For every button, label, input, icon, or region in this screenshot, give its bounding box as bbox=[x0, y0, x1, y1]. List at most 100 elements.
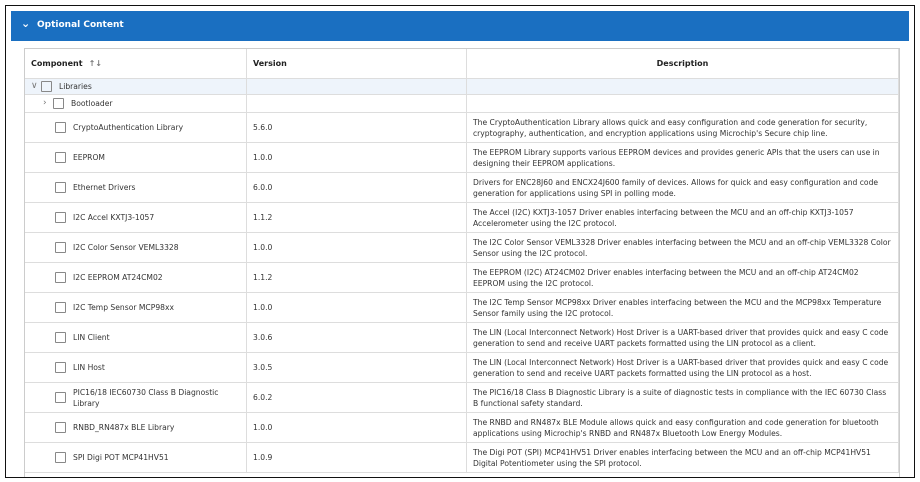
version-cell: 1.0.0 bbox=[247, 413, 467, 443]
description-text: The I2C Temp Sensor MCP98xx Driver enabl… bbox=[473, 297, 882, 318]
component-cell: I2C Color Sensor VEML3328 bbox=[25, 233, 247, 263]
description-cell bbox=[467, 79, 899, 95]
component-cell: RNBD_RN487x BLE Library bbox=[25, 413, 247, 443]
description-text: The PIC16/18 Class B Diagnostic Library … bbox=[473, 387, 887, 408]
description-cell bbox=[467, 95, 899, 113]
description-text: The Accel (I2C) KXTJ3-1057 Driver enable… bbox=[473, 207, 854, 228]
description-cell: The LIN (Local Interconnect Network) Hos… bbox=[467, 323, 899, 353]
checkbox[interactable] bbox=[55, 212, 66, 223]
checkbox[interactable] bbox=[53, 98, 64, 109]
checkbox[interactable] bbox=[55, 272, 66, 283]
component-name: LIN Host bbox=[73, 363, 105, 372]
checkbox[interactable] bbox=[55, 392, 66, 403]
version-text: 1.0.9 bbox=[253, 453, 273, 462]
component-name: I2C EEPROM AT24CM02 bbox=[73, 273, 163, 282]
column-header[interactable]: Description bbox=[467, 49, 899, 79]
component-name: I2C Color Sensor VEML3328 bbox=[73, 243, 179, 252]
version-text: 1.1.2 bbox=[253, 213, 273, 222]
checkbox[interactable] bbox=[55, 422, 66, 433]
component-name: PIC16/18 IEC60730 Class B Diagnostic Lib… bbox=[73, 387, 219, 408]
column-header-label: Version bbox=[253, 59, 287, 68]
component-cell: › Bootloader bbox=[25, 95, 247, 113]
expand-toggle[interactable]: ∨ bbox=[31, 81, 38, 91]
component-name: SPI Digi POT MCP41HV51 bbox=[73, 453, 169, 462]
version-cell: 3.0.6 bbox=[247, 323, 467, 353]
description-cell: The I2C Temp Sensor MCP98xx Driver enabl… bbox=[467, 293, 899, 323]
version-cell: 1.1.2 bbox=[247, 263, 467, 293]
sort-icon[interactable]: ↑↓ bbox=[88, 59, 102, 68]
description-text: The EEPROM Library supports various EEPR… bbox=[473, 147, 880, 168]
version-text: 6.0.0 bbox=[253, 183, 273, 192]
description-text: Drivers for ENC28J60 and ENCX24J600 fami… bbox=[473, 177, 879, 198]
component-table: Component ↑↓ Version Description ∨ Libraries… bbox=[24, 48, 900, 477]
section-title: Optional Content bbox=[37, 20, 124, 30]
description-text: The LIN (Local Interconnect Network) Hos… bbox=[473, 327, 889, 348]
description-cell: The LIN (Local Interconnect Network) Hos… bbox=[467, 353, 899, 383]
column-header-label: Component bbox=[31, 59, 83, 68]
component-cell: CryptoAuthentication Library bbox=[25, 113, 247, 143]
component-cell: I2C EEPROM AT24CM02 bbox=[25, 263, 247, 293]
component-name: Ethernet Drivers bbox=[73, 183, 136, 192]
version-text: 6.0.2 bbox=[253, 393, 273, 402]
component-name: CryptoAuthentication Library bbox=[73, 123, 184, 132]
checkbox[interactable] bbox=[55, 152, 66, 163]
component-cell: I2C Temp Sensor MCP98xx bbox=[25, 293, 247, 323]
component-name: I2C Accel KXTJ3-1057 bbox=[73, 213, 155, 222]
section-header[interactable]: ⌄ Optional Content bbox=[11, 11, 909, 41]
description-cell: The PIC16/18 Class B Diagnostic Library … bbox=[467, 383, 899, 413]
checkbox[interactable] bbox=[55, 452, 66, 463]
description-cell: The I2C Color Sensor VEML3328 Driver ena… bbox=[467, 233, 899, 263]
version-cell: 1.1.2 bbox=[247, 203, 467, 233]
component-cell: SPI Digi POT MCP41HV51 bbox=[25, 443, 247, 473]
component-cell: ∨ Libraries bbox=[25, 79, 247, 95]
component-cell: PIC16/18 IEC60730 Class B Diagnostic Lib… bbox=[25, 383, 247, 413]
component-name: EEPROM bbox=[73, 153, 105, 162]
version-text: 1.0.0 bbox=[253, 243, 273, 252]
version-text: 5.6.0 bbox=[253, 123, 273, 132]
version-cell bbox=[247, 95, 467, 113]
version-text: 3.0.5 bbox=[253, 363, 273, 372]
component-name: RNBD_RN487x BLE Library bbox=[73, 423, 175, 432]
component-name: Bootloader bbox=[71, 99, 113, 108]
description-cell: Drivers for ENC28J60 and ENCX24J600 fami… bbox=[467, 173, 899, 203]
column-header[interactable]: Component ↑↓ bbox=[25, 49, 247, 79]
description-cell: The EEPROM Library supports various EEPR… bbox=[467, 143, 899, 173]
description-cell: The EEPROM (I2C) AT24CM02 Driver enables… bbox=[467, 263, 899, 293]
component-cell: LIN Host bbox=[25, 353, 247, 383]
description-cell: The Accel (I2C) KXTJ3-1057 Driver enable… bbox=[467, 203, 899, 233]
version-cell bbox=[247, 79, 467, 95]
version-cell: 6.0.0 bbox=[247, 173, 467, 203]
version-text: 1.0.0 bbox=[253, 153, 273, 162]
description-text: The CryptoAuthentication Library allows … bbox=[473, 117, 868, 138]
version-text: 1.1.2 bbox=[253, 273, 273, 282]
checkbox[interactable] bbox=[55, 182, 66, 193]
checkbox[interactable] bbox=[55, 242, 66, 253]
column-header[interactable]: Version bbox=[247, 49, 467, 79]
description-text: The EEPROM (I2C) AT24CM02 Driver enables… bbox=[473, 267, 859, 288]
column-header-label: Description bbox=[656, 59, 709, 68]
component-name: LIN Client bbox=[73, 333, 110, 342]
version-cell: 1.0.0 bbox=[247, 233, 467, 263]
version-cell: 5.6.0 bbox=[247, 113, 467, 143]
description-text: The I2C Color Sensor VEML3328 Driver ena… bbox=[473, 237, 891, 258]
version-cell: 1.0.0 bbox=[247, 293, 467, 323]
version-cell: 1.0.9 bbox=[247, 443, 467, 473]
version-text: 3.0.6 bbox=[253, 333, 273, 342]
checkbox[interactable] bbox=[55, 362, 66, 373]
collapse-icon[interactable]: ⌄ bbox=[21, 17, 31, 30]
component-cell: LIN Client bbox=[25, 323, 247, 353]
checkbox[interactable] bbox=[41, 81, 52, 92]
version-text: 1.0.0 bbox=[253, 303, 273, 312]
expand-toggle[interactable]: › bbox=[43, 98, 47, 108]
checkbox[interactable] bbox=[55, 122, 66, 133]
component-cell: Ethernet Drivers bbox=[25, 173, 247, 203]
component-cell: EEPROM bbox=[25, 143, 247, 173]
description-cell: The RNBD and RN487x BLE Module allows qu… bbox=[467, 413, 899, 443]
description-text: The Digi POT (SPI) MCP41HV51 Driver enab… bbox=[473, 447, 871, 468]
component-cell: I2C Accel KXTJ3-1057 bbox=[25, 203, 247, 233]
checkbox[interactable] bbox=[55, 332, 66, 343]
checkbox[interactable] bbox=[55, 302, 66, 313]
version-cell: 6.0.2 bbox=[247, 383, 467, 413]
version-cell: 1.0.0 bbox=[247, 143, 467, 173]
